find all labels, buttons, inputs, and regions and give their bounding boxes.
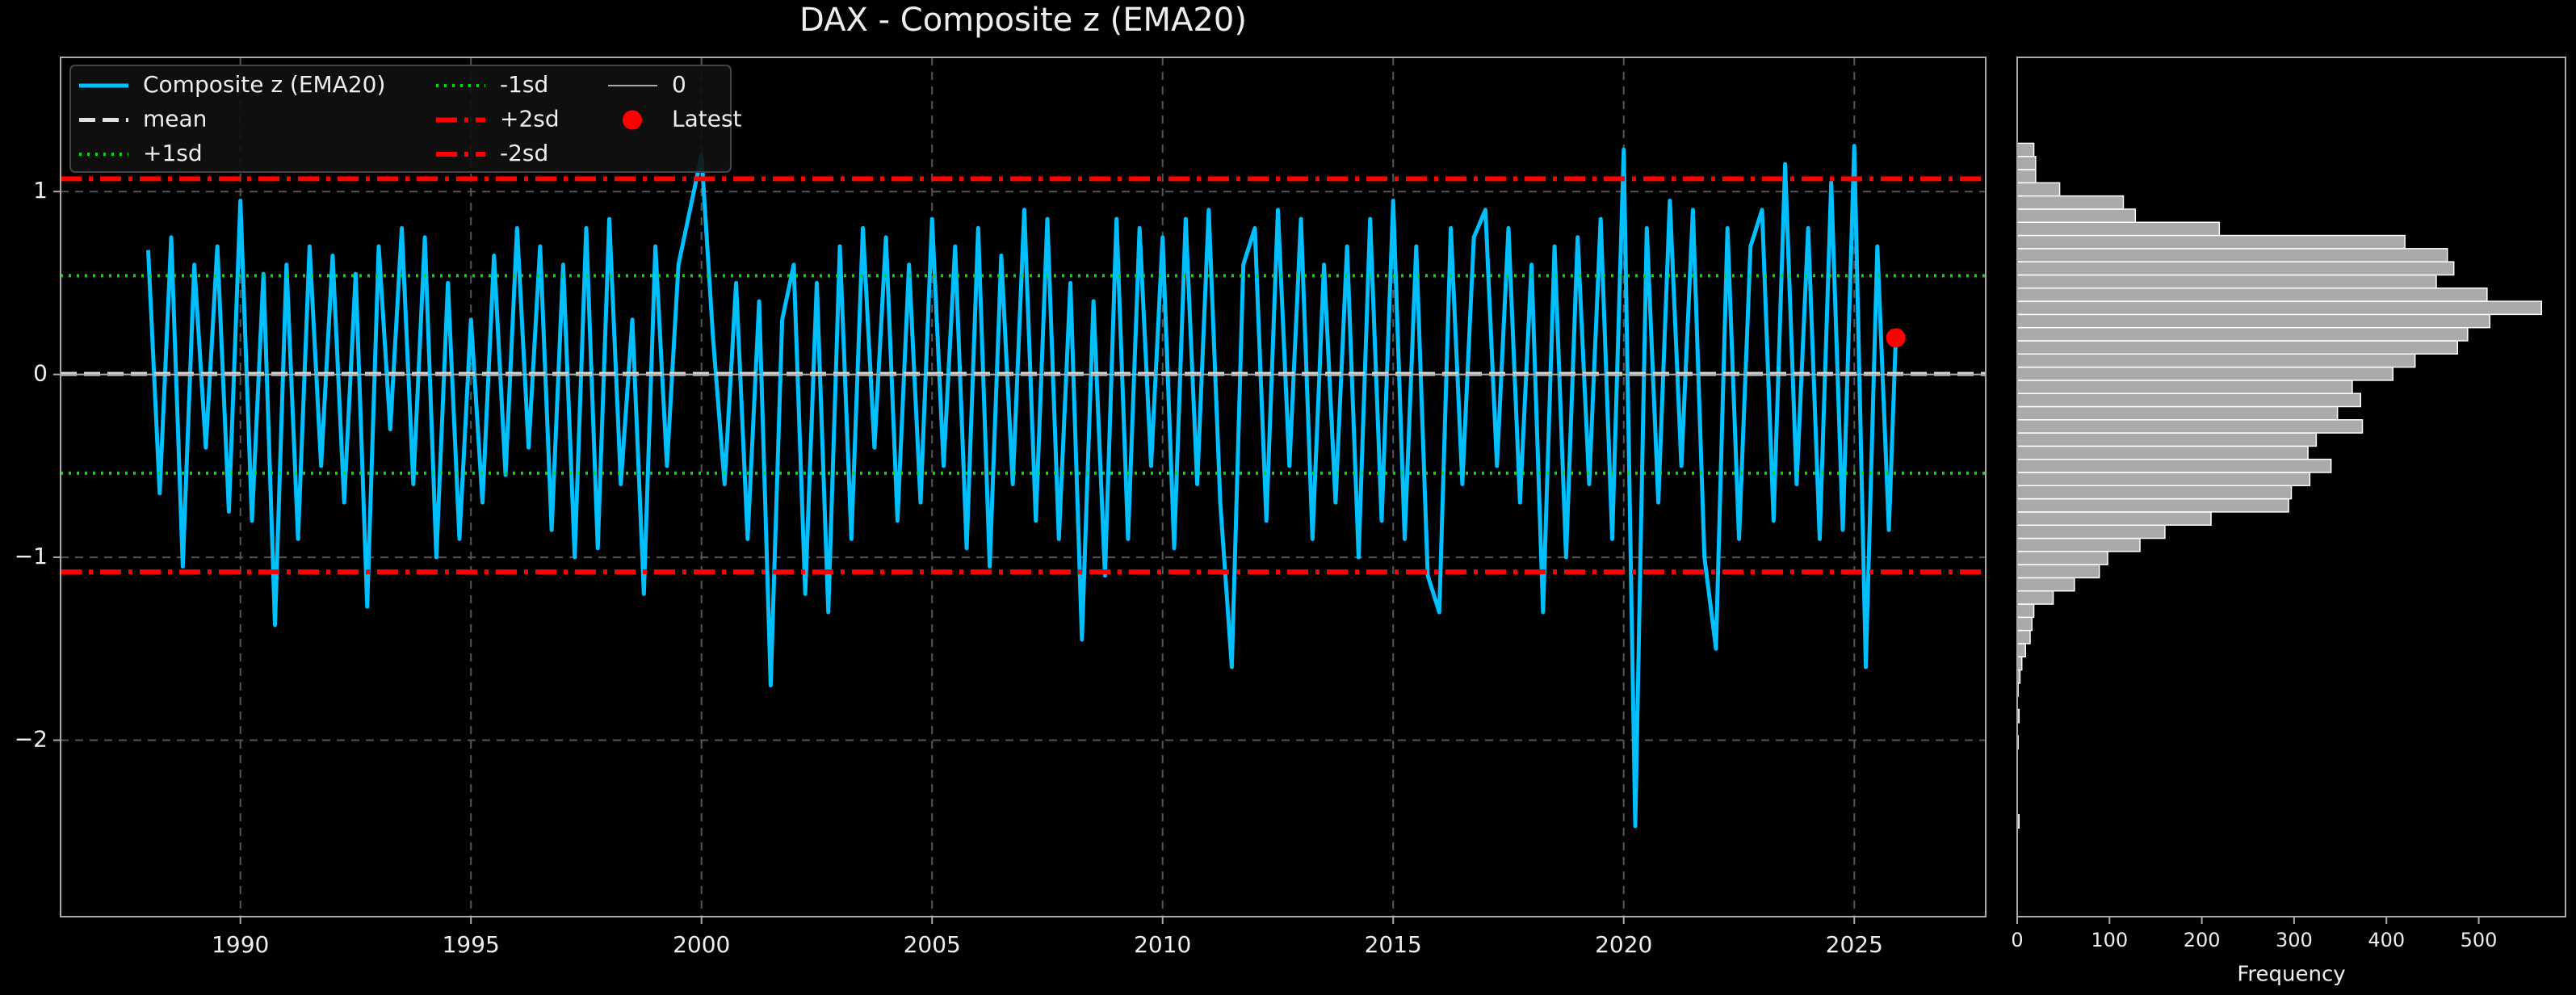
legend-label: mean [143, 106, 207, 132]
x-axis-label: Frequency [2237, 963, 2345, 987]
histogram-bar [2016, 564, 2100, 579]
x-tick-label: 400 [2368, 929, 2405, 951]
histogram-bar [2016, 182, 2061, 197]
histogram-bar [2016, 551, 2108, 565]
histogram-bar [2016, 498, 2289, 513]
histogram-bar [2016, 405, 2339, 421]
x-tick-label: 200 [2184, 929, 2221, 951]
legend-box [69, 65, 732, 173]
histogram-bar [2016, 603, 2035, 619]
x-tick-label: 2005 [904, 931, 961, 958]
histogram-bar [2016, 313, 2491, 329]
histogram-bar [2016, 458, 2332, 473]
histogram-bar [2016, 155, 2037, 170]
x-tick-label: 2020 [1595, 931, 1652, 958]
histogram-bar [2016, 261, 2455, 276]
histogram-bar [2016, 248, 2448, 262]
histogram-bar [2016, 274, 2437, 289]
histogram-bar [2016, 380, 2353, 394]
histogram-bar [2016, 616, 2033, 632]
histogram-bar [2016, 577, 2075, 592]
x-tick-label: 2025 [1826, 931, 1883, 958]
x-tick-label: 1995 [443, 931, 500, 958]
histogram-bar [2016, 340, 2459, 355]
x-tick-label: 500 [2461, 929, 2498, 951]
legend-label: +2sd [500, 106, 560, 132]
histogram-bar [2016, 432, 2318, 447]
legend-label: Composite z (EMA20) [143, 71, 385, 98]
y-tick-label: 0 [33, 360, 48, 387]
x-tick-label: 1990 [212, 931, 269, 958]
histogram-bar [2016, 393, 2361, 408]
histogram-bar [2016, 445, 2309, 460]
y-tick-label: −2 [15, 725, 48, 752]
latest-point [1886, 328, 1906, 348]
histogram-bar [2016, 288, 2488, 302]
chart-title: DAX - Composite z (EMA20) [799, 2, 1247, 39]
x-tick-label: 0 [2011, 929, 2023, 951]
x-tick-label: 100 [2091, 929, 2128, 951]
legend-label: 0 [672, 71, 686, 98]
histogram-bar [2016, 208, 2137, 223]
x-tick-label: 2015 [1365, 931, 1422, 958]
legend: Composite z (EMA20) mean +1sd -1sd +2sd -2sd 0… [69, 65, 742, 173]
histogram-bar [2016, 221, 2221, 237]
histogram-bar [2016, 590, 2054, 605]
x-tick-label: 2010 [1134, 931, 1191, 958]
histogram-bar [2016, 537, 2141, 552]
legend-label: Latest [672, 106, 742, 132]
x-tick-label: 2000 [673, 931, 730, 958]
legend-label: -2sd [500, 140, 548, 166]
histogram-bar [2016, 169, 2037, 184]
histogram-bar [2016, 195, 2125, 210]
histogram-bar [2016, 366, 2393, 381]
histogram-bar [2016, 300, 2543, 316]
axes-frame [60, 57, 1987, 917]
histogram-bar [2016, 524, 2166, 539]
legend-label: +1sd [143, 140, 203, 166]
histogram-bar [2016, 326, 2469, 342]
histogram-bar [2016, 142, 2035, 157]
histogram-bar [2016, 472, 2311, 487]
histogram-bar [2016, 485, 2293, 500]
y-tick-label: −1 [15, 543, 48, 569]
histogram-bar [2016, 234, 2406, 250]
legend-swatch [623, 110, 642, 130]
x-tick-label: 300 [2276, 929, 2313, 951]
histogram-bar [2016, 419, 2364, 434]
axes-frame [2016, 57, 2566, 917]
y-tick-label: 1 [33, 177, 48, 204]
legend-label: -1sd [500, 71, 548, 98]
series-line [145, 144, 1898, 829]
histogram-bar [2016, 353, 2416, 368]
histogram-bar [2016, 643, 2027, 657]
histogram-bar [2016, 629, 2031, 644]
histogram-bar [2016, 511, 2212, 526]
